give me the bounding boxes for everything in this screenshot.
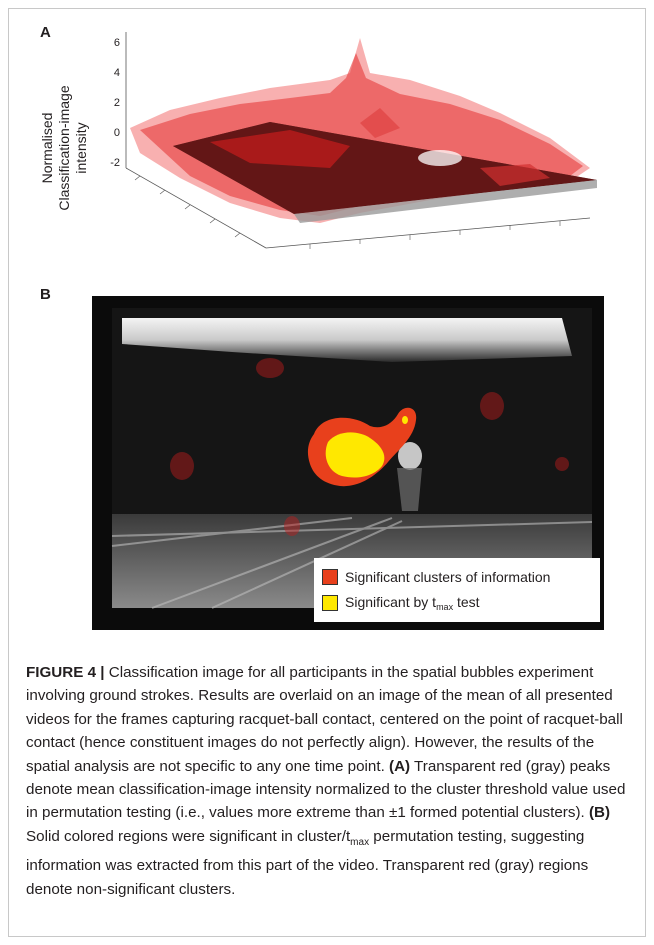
z-axis-title-line1: Normalised (39, 113, 55, 184)
caption-text-3: Solid colored regions were significant i… (26, 827, 351, 845)
panel-b-label: B (40, 286, 51, 303)
caption-text-2: Transparent red (gray) peaks denote mean… (26, 757, 626, 822)
z-tick-6: 6 (114, 37, 120, 49)
z-tick-neg2: -2 (110, 157, 120, 169)
panel-b-legend: Significant clusters of information Sign… (314, 558, 600, 622)
z-axis-title-line3: intensity (73, 122, 89, 173)
surface-image-plane (173, 108, 597, 223)
legend-item-significant-clusters: Significant clusters of information (322, 566, 550, 588)
tmax-region (325, 432, 385, 478)
legend-item-tmax: Significant by tmax test (322, 592, 480, 614)
legend-label-tmax: Significant by tmax test (345, 594, 480, 612)
z-tick-4: 4 (114, 67, 120, 79)
caption-figure-number: FIGURE 4 | (26, 664, 105, 681)
caption-text-4: permutation testing, suggesting informat… (26, 827, 589, 898)
caption-subscript-max: max (350, 836, 370, 848)
figure-caption: FIGURE 4 | Classification image for all … (26, 661, 631, 901)
panel-a-label: A (40, 24, 51, 41)
caption-panel-b-ref: (B) (588, 804, 611, 822)
caption-text-1: Classification image for all participant… (26, 664, 623, 775)
z-tick-2: 2 (114, 97, 120, 109)
axis-lines (125, 32, 591, 249)
legend-swatch-yellow (322, 595, 338, 611)
z-axis-title-line2: Classification-image (56, 85, 72, 210)
panel-b-heatmap: Significant clusters of information Sign… (92, 296, 604, 630)
z-tick-0: 0 (114, 127, 120, 139)
legend-swatch-red (322, 569, 338, 585)
panel-a-surface-plot: Normalised Classification-image intensit… (39, 32, 597, 249)
legend-label-significant-clusters: Significant clusters of information (345, 569, 551, 585)
figure-frame (8, 8, 646, 937)
caption-panel-a-ref: (A) (389, 757, 411, 775)
